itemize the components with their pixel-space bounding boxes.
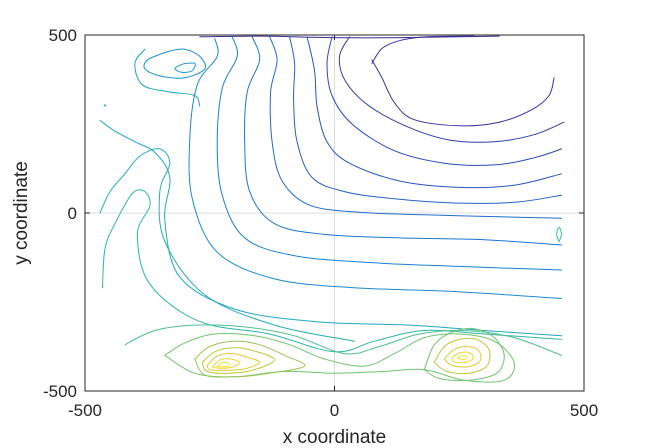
x-tick-label: 0 bbox=[330, 401, 339, 420]
x-axis-label: x coordinate bbox=[283, 427, 387, 448]
y-tick-label: -500 bbox=[43, 382, 77, 401]
y-axis-label: y coordinate bbox=[11, 161, 32, 265]
y-tick-label: 0 bbox=[68, 204, 77, 223]
y-tick-label: 500 bbox=[49, 26, 77, 45]
x-tick-label: 500 bbox=[570, 401, 598, 420]
x-tick-label: -500 bbox=[68, 401, 102, 420]
